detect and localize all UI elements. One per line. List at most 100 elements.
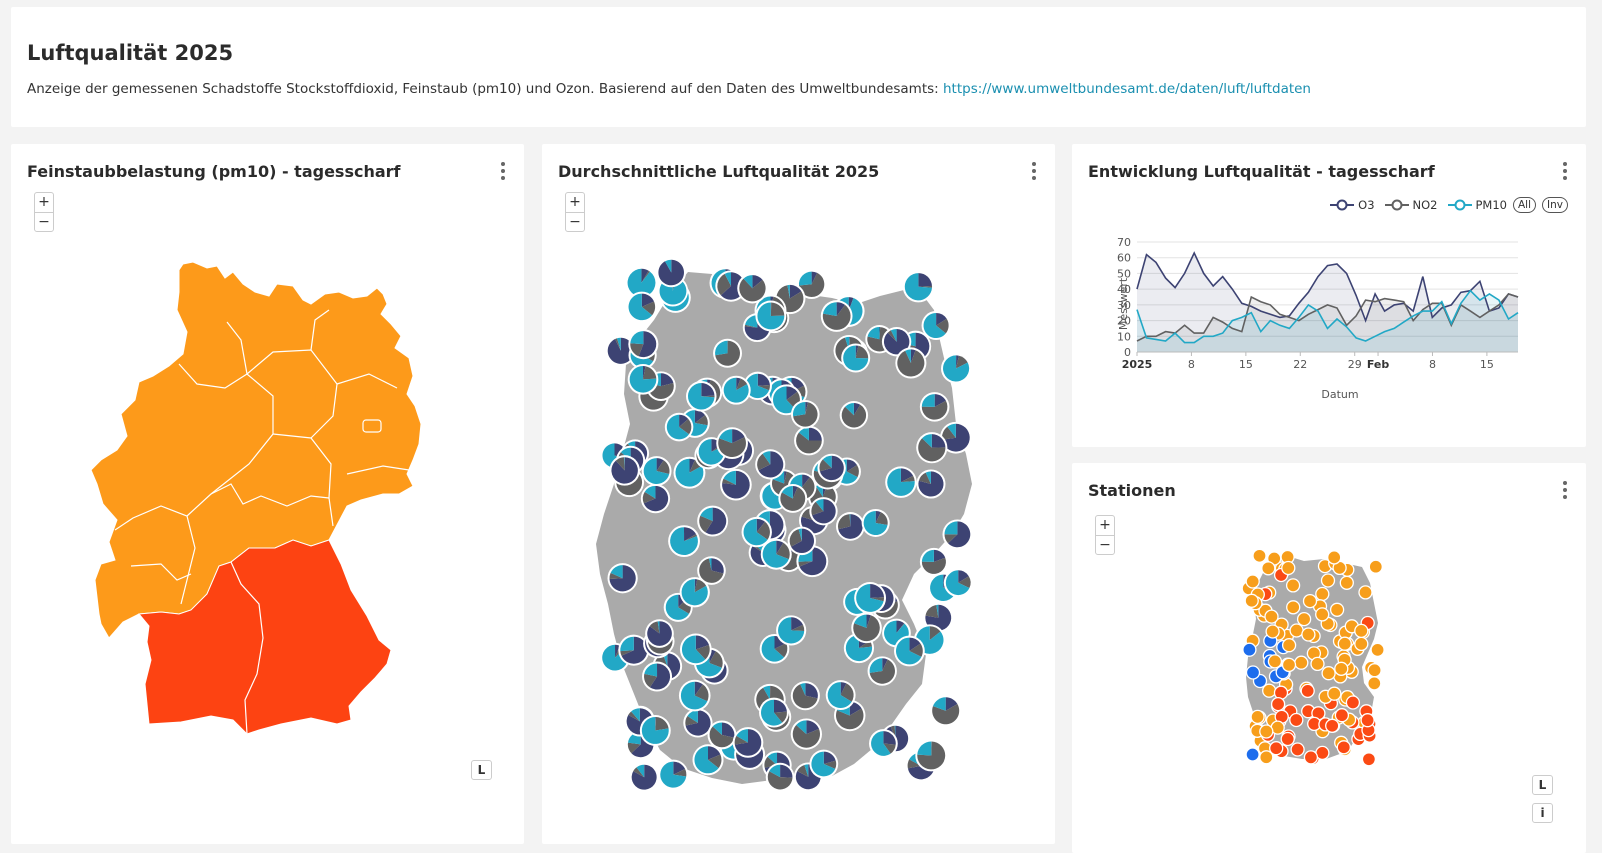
station-pie-marker[interactable] — [627, 292, 658, 323]
station-pie-marker[interactable] — [766, 763, 795, 792]
station-pie-marker[interactable] — [851, 613, 882, 644]
station-pie-marker[interactable] — [791, 681, 820, 710]
station-marker[interactable] — [1335, 709, 1348, 722]
station-marker[interactable] — [1298, 613, 1311, 626]
station-pie-marker[interactable] — [665, 413, 694, 442]
station-pie-marker[interactable] — [679, 680, 711, 712]
station-pie-marker[interactable] — [826, 680, 856, 710]
station-pie-marker[interactable] — [841, 343, 870, 372]
station-marker[interactable] — [1283, 658, 1296, 671]
station-marker[interactable] — [1302, 628, 1315, 641]
station-marker[interactable] — [1295, 656, 1308, 669]
station-pie-marker[interactable] — [668, 525, 700, 557]
pm10-choropleth-map[interactable] — [11, 144, 524, 844]
station-pie-marker[interactable] — [943, 519, 973, 549]
station-pie-marker[interactable] — [755, 301, 786, 332]
station-pie-marker[interactable] — [697, 556, 726, 585]
station-marker[interactable] — [1282, 562, 1295, 575]
station-pie-marker[interactable] — [642, 662, 672, 692]
station-pie-marker[interactable] — [791, 400, 820, 429]
station-marker[interactable] — [1338, 637, 1351, 650]
station-pie-marker[interactable] — [836, 512, 865, 541]
station-marker[interactable] — [1368, 677, 1381, 690]
station-pie-marker[interactable] — [630, 763, 659, 792]
station-pie-marker[interactable] — [628, 364, 659, 395]
station-marker[interactable] — [1335, 662, 1348, 675]
station-marker[interactable] — [1253, 549, 1266, 562]
station-pie-marker[interactable] — [791, 718, 822, 749]
station-marker[interactable] — [1301, 684, 1314, 697]
station-marker[interactable] — [1316, 608, 1329, 621]
station-marker[interactable] — [1304, 595, 1317, 608]
station-pie-marker[interactable] — [885, 466, 917, 498]
station-marker[interactable] — [1287, 601, 1300, 614]
station-marker[interactable] — [1243, 643, 1256, 656]
station-marker[interactable] — [1262, 562, 1275, 575]
station-pie-marker[interactable] — [915, 740, 947, 772]
station-marker[interactable] — [1281, 733, 1294, 746]
station-marker[interactable] — [1355, 624, 1368, 637]
layer-toggle-button[interactable]: L — [471, 760, 492, 780]
station-marker[interactable] — [1246, 748, 1259, 761]
station-marker[interactable] — [1340, 576, 1353, 589]
station-pie-marker[interactable] — [642, 456, 672, 486]
station-pie-marker[interactable] — [903, 271, 934, 302]
station-marker[interactable] — [1328, 551, 1341, 564]
station-pie-marker[interactable] — [686, 381, 717, 412]
station-pie-marker[interactable] — [922, 311, 951, 340]
station-marker[interactable] — [1331, 603, 1344, 616]
station-pie-marker[interactable] — [607, 563, 637, 593]
station-marker[interactable] — [1362, 753, 1375, 766]
station-pie-marker[interactable] — [776, 615, 806, 645]
station-pie-marker[interactable] — [755, 449, 785, 479]
station-marker[interactable] — [1247, 666, 1260, 679]
station-marker[interactable] — [1328, 687, 1341, 700]
station-marker[interactable] — [1291, 743, 1304, 756]
station-marker[interactable] — [1361, 714, 1374, 727]
station-pie-marker[interactable] — [697, 506, 728, 537]
station-marker[interactable] — [1283, 639, 1296, 652]
station-marker[interactable] — [1322, 667, 1335, 680]
station-pie-marker[interactable] — [761, 539, 792, 570]
station-pie-marker[interactable] — [930, 695, 961, 726]
station-pie-marker[interactable] — [680, 633, 712, 665]
station-marker[interactable] — [1246, 575, 1259, 588]
station-pie-marker[interactable] — [707, 720, 736, 749]
station-pie-marker[interactable] — [920, 392, 950, 422]
station-marker[interactable] — [1290, 714, 1303, 727]
station-pie-marker[interactable] — [609, 455, 639, 485]
station-pie-marker[interactable] — [821, 300, 853, 332]
station-marker[interactable] — [1359, 586, 1372, 599]
station-pie-marker[interactable] — [656, 258, 686, 288]
station-pie-marker[interactable] — [720, 469, 752, 501]
station-pie-marker[interactable] — [916, 432, 947, 463]
station-pie-marker[interactable] — [713, 339, 742, 368]
station-pie-marker[interactable] — [641, 484, 670, 513]
station-marker[interactable] — [1316, 588, 1329, 601]
station-pie-marker[interactable] — [733, 727, 764, 758]
station-marker[interactable] — [1245, 594, 1258, 607]
layer-toggle-button[interactable]: L — [1532, 775, 1553, 795]
station-pie-marker[interactable] — [920, 548, 948, 576]
station-pie-marker[interactable] — [916, 469, 945, 498]
station-marker[interactable] — [1290, 624, 1303, 637]
station-marker[interactable] — [1369, 560, 1382, 573]
station-marker[interactable] — [1371, 643, 1384, 656]
station-pie-marker[interactable] — [895, 347, 926, 378]
station-marker[interactable] — [1266, 625, 1279, 638]
station-marker[interactable] — [1355, 637, 1368, 650]
station-marker[interactable] — [1337, 741, 1350, 754]
station-pie-marker[interactable] — [944, 568, 973, 597]
station-marker[interactable] — [1368, 664, 1381, 677]
average-pie-map[interactable] — [542, 144, 1055, 844]
station-pie-marker[interactable] — [722, 376, 751, 405]
station-marker[interactable] — [1322, 574, 1335, 587]
station-pie-marker[interactable] — [737, 273, 767, 303]
station-pie-marker[interactable] — [794, 426, 824, 456]
info-button[interactable]: i — [1532, 803, 1553, 823]
station-pie-marker[interactable] — [809, 497, 837, 525]
station-marker[interactable] — [1260, 725, 1273, 738]
station-marker[interactable] — [1326, 719, 1339, 732]
station-pie-marker[interactable] — [640, 715, 671, 746]
